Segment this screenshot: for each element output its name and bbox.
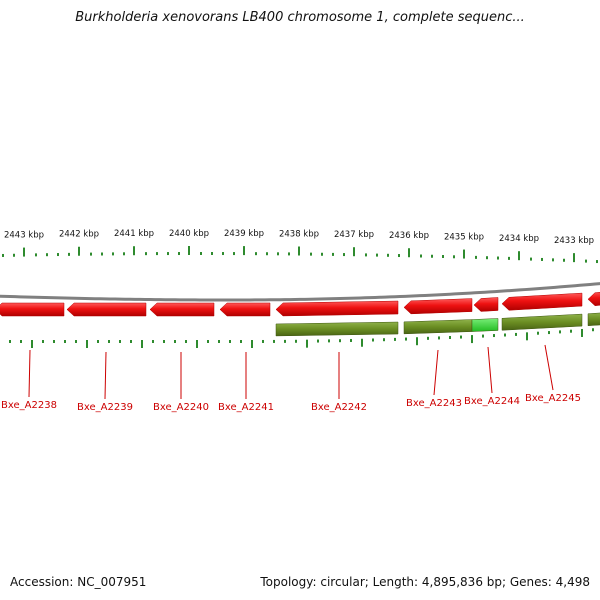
gene-label[interactable]: Bxe_A2245 [525, 393, 581, 404]
gene-arrow[interactable] [473, 297, 499, 312]
lower-ticks [9, 328, 594, 348]
ruler-label: 2440 kbp [169, 229, 209, 239]
gene-arrow[interactable] [0, 302, 65, 317]
ruler-label: 2435 kbp [444, 233, 484, 243]
cds-feature[interactable] [275, 321, 399, 337]
ruler-label: 2438 kbp [279, 229, 319, 239]
cds-feature[interactable] [471, 318, 499, 332]
gene-label[interactable]: Bxe_A2241 [218, 402, 274, 413]
ruler-label: 2441 kbp [114, 229, 154, 239]
ruler-label: 2439 kbp [224, 229, 264, 239]
ruler-ticks [2, 246, 598, 264]
gene-label[interactable]: Bxe_A2238 [1, 400, 57, 411]
gene-arrow[interactable] [219, 302, 271, 317]
ruler-label: 2434 kbp [499, 234, 539, 244]
ruler-label: 2433 kbp [554, 236, 594, 246]
gene-arrow[interactable] [149, 302, 215, 317]
gene-label[interactable]: Bxe_A2239 [77, 402, 133, 413]
gene-leader-line [544, 344, 554, 391]
gene-label[interactable]: Bxe_A2243 [406, 398, 462, 409]
gene-arrow[interactable] [66, 302, 147, 317]
gene-label[interactable]: Bxe_A2242 [311, 402, 367, 413]
map-title: Burkholderia xenovorans LB400 chromosome… [75, 10, 525, 25]
cds-feature[interactable] [501, 313, 583, 331]
cds-feature[interactable] [403, 319, 473, 335]
cds-track [275, 312, 600, 337]
gene-label[interactable]: Bxe_A2240 [153, 402, 209, 413]
gene-label[interactable]: Bxe_A2244 [464, 396, 520, 407]
gene-leader-line [487, 346, 493, 394]
gene-labels: Bxe_A2238 Bxe_A2239 Bxe_A2240 Bxe_A2241 Bxe_… [1, 344, 581, 413]
accession-text: Accession: NC_007951 [10, 575, 147, 589]
gene-leader-line [28, 349, 31, 398]
ruler-label: 2436 kbp [389, 231, 429, 241]
ruler-label: 2443 kbp [4, 231, 44, 241]
gene-arrow[interactable] [403, 298, 473, 315]
gene-leader-line [104, 351, 107, 400]
chromosome-backbone [0, 282, 600, 302]
gene-arrow[interactable] [501, 292, 583, 311]
gene-arrow[interactable] [587, 291, 600, 306]
gene-arrow[interactable] [275, 300, 399, 317]
gene-leader-line [433, 349, 439, 396]
ruler-labels: 2443 kbp 2442 kbp 2441 kbp 2440 kbp 2439 kbp… [4, 229, 594, 246]
ruler-label: 2437 kbp [334, 230, 374, 240]
ruler-label: 2442 kbp [59, 230, 99, 240]
cds-feature[interactable] [587, 312, 600, 326]
genome-summary: Topology: circular; Length: 4,895,836 bp… [260, 575, 590, 589]
gene-track [0, 291, 600, 317]
